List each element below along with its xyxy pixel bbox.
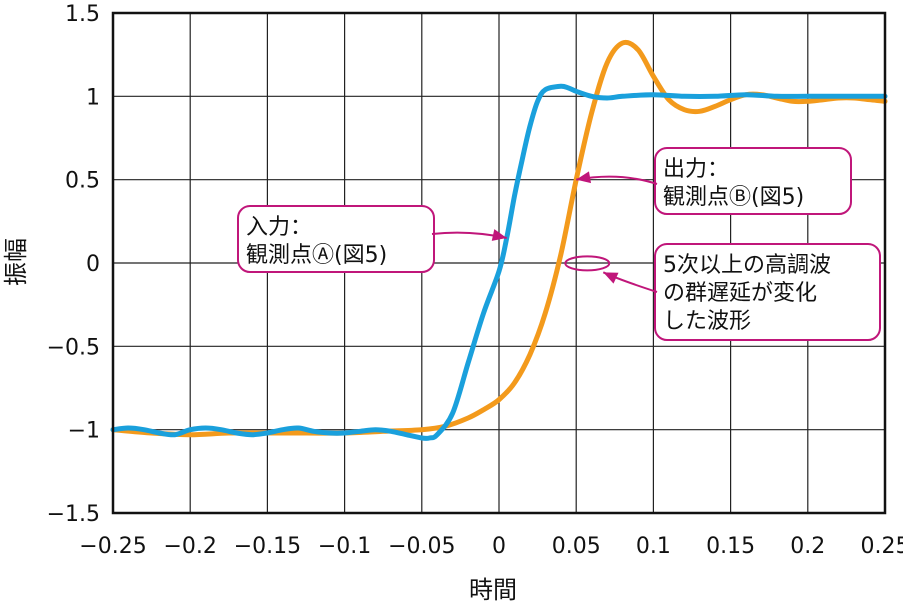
- x-tick-label: 0.25: [861, 534, 903, 559]
- series-line-input: [110, 83, 888, 441]
- y-tick-label: −0.5: [47, 335, 100, 360]
- y-tick-labels: −1.5 −1 −0.5 0 0.5 1 1.5: [47, 2, 100, 527]
- y-axis-title: 振幅: [2, 238, 30, 286]
- callout-text-line: の群遅延が変化: [663, 281, 817, 306]
- x-tick-label: 0.2: [790, 534, 825, 559]
- y-tick-label: 1.5: [65, 2, 100, 27]
- x-tick-label: −0.1: [318, 534, 371, 559]
- y-tick-label: 0: [86, 252, 100, 277]
- callout-text-line: 観測点Ⓑ(図5): [663, 185, 804, 210]
- callout-arrowhead: [576, 171, 592, 184]
- callouts: 入力： 観測点Ⓐ(図5) 出力： 観測点Ⓑ(図5) 5次以上の高調波の群遅延が変化した波…: [237, 147, 881, 341]
- x-tick-label: −0.15: [234, 534, 301, 559]
- series-group: [110, 39, 888, 441]
- callout-box: [654, 147, 852, 215]
- x-tick-label: −0.25: [79, 534, 146, 559]
- callout-arrowhead: [491, 229, 507, 241]
- y-tick-label: −1.5: [47, 502, 100, 527]
- x-tick-label: −0.2: [163, 534, 216, 559]
- y-tick-label: −1: [68, 419, 100, 444]
- x-tick-label: 0.15: [706, 534, 755, 559]
- callout-highlight-ellipse: [564, 255, 611, 272]
- callout-arrowhead: [603, 272, 619, 284]
- plot-frame: [111, 11, 887, 515]
- y-tick-label: 0.5: [65, 169, 100, 194]
- x-tick-label: 0: [492, 534, 506, 559]
- callout-1: 入力： 観測点Ⓐ(図5): [237, 205, 507, 273]
- x-tick-labels: −0.25 −0.2 −0.15 −0.1 −0.05 0 0.05 0.1 0.15 0.2 0.…: [79, 534, 903, 559]
- x-tick-label: 0.1: [636, 534, 671, 559]
- y-tick-label: 1: [86, 85, 100, 110]
- callout-text-line: した波形: [663, 309, 751, 334]
- callout-text-line: 5次以上の高調波: [663, 253, 831, 278]
- callout-text-line: 入力：: [246, 215, 312, 240]
- callout-box: [237, 205, 435, 273]
- x-tick-label: −0.05: [388, 534, 455, 559]
- callout-2: 出力： 観測点Ⓑ(図5): [576, 147, 852, 215]
- callout-text-line: 出力：: [663, 157, 729, 182]
- x-axis-title: 時間: [469, 576, 517, 604]
- callout-text-line: 観測点Ⓐ(図5): [246, 243, 387, 268]
- x-tick-label: 0.05: [552, 534, 601, 559]
